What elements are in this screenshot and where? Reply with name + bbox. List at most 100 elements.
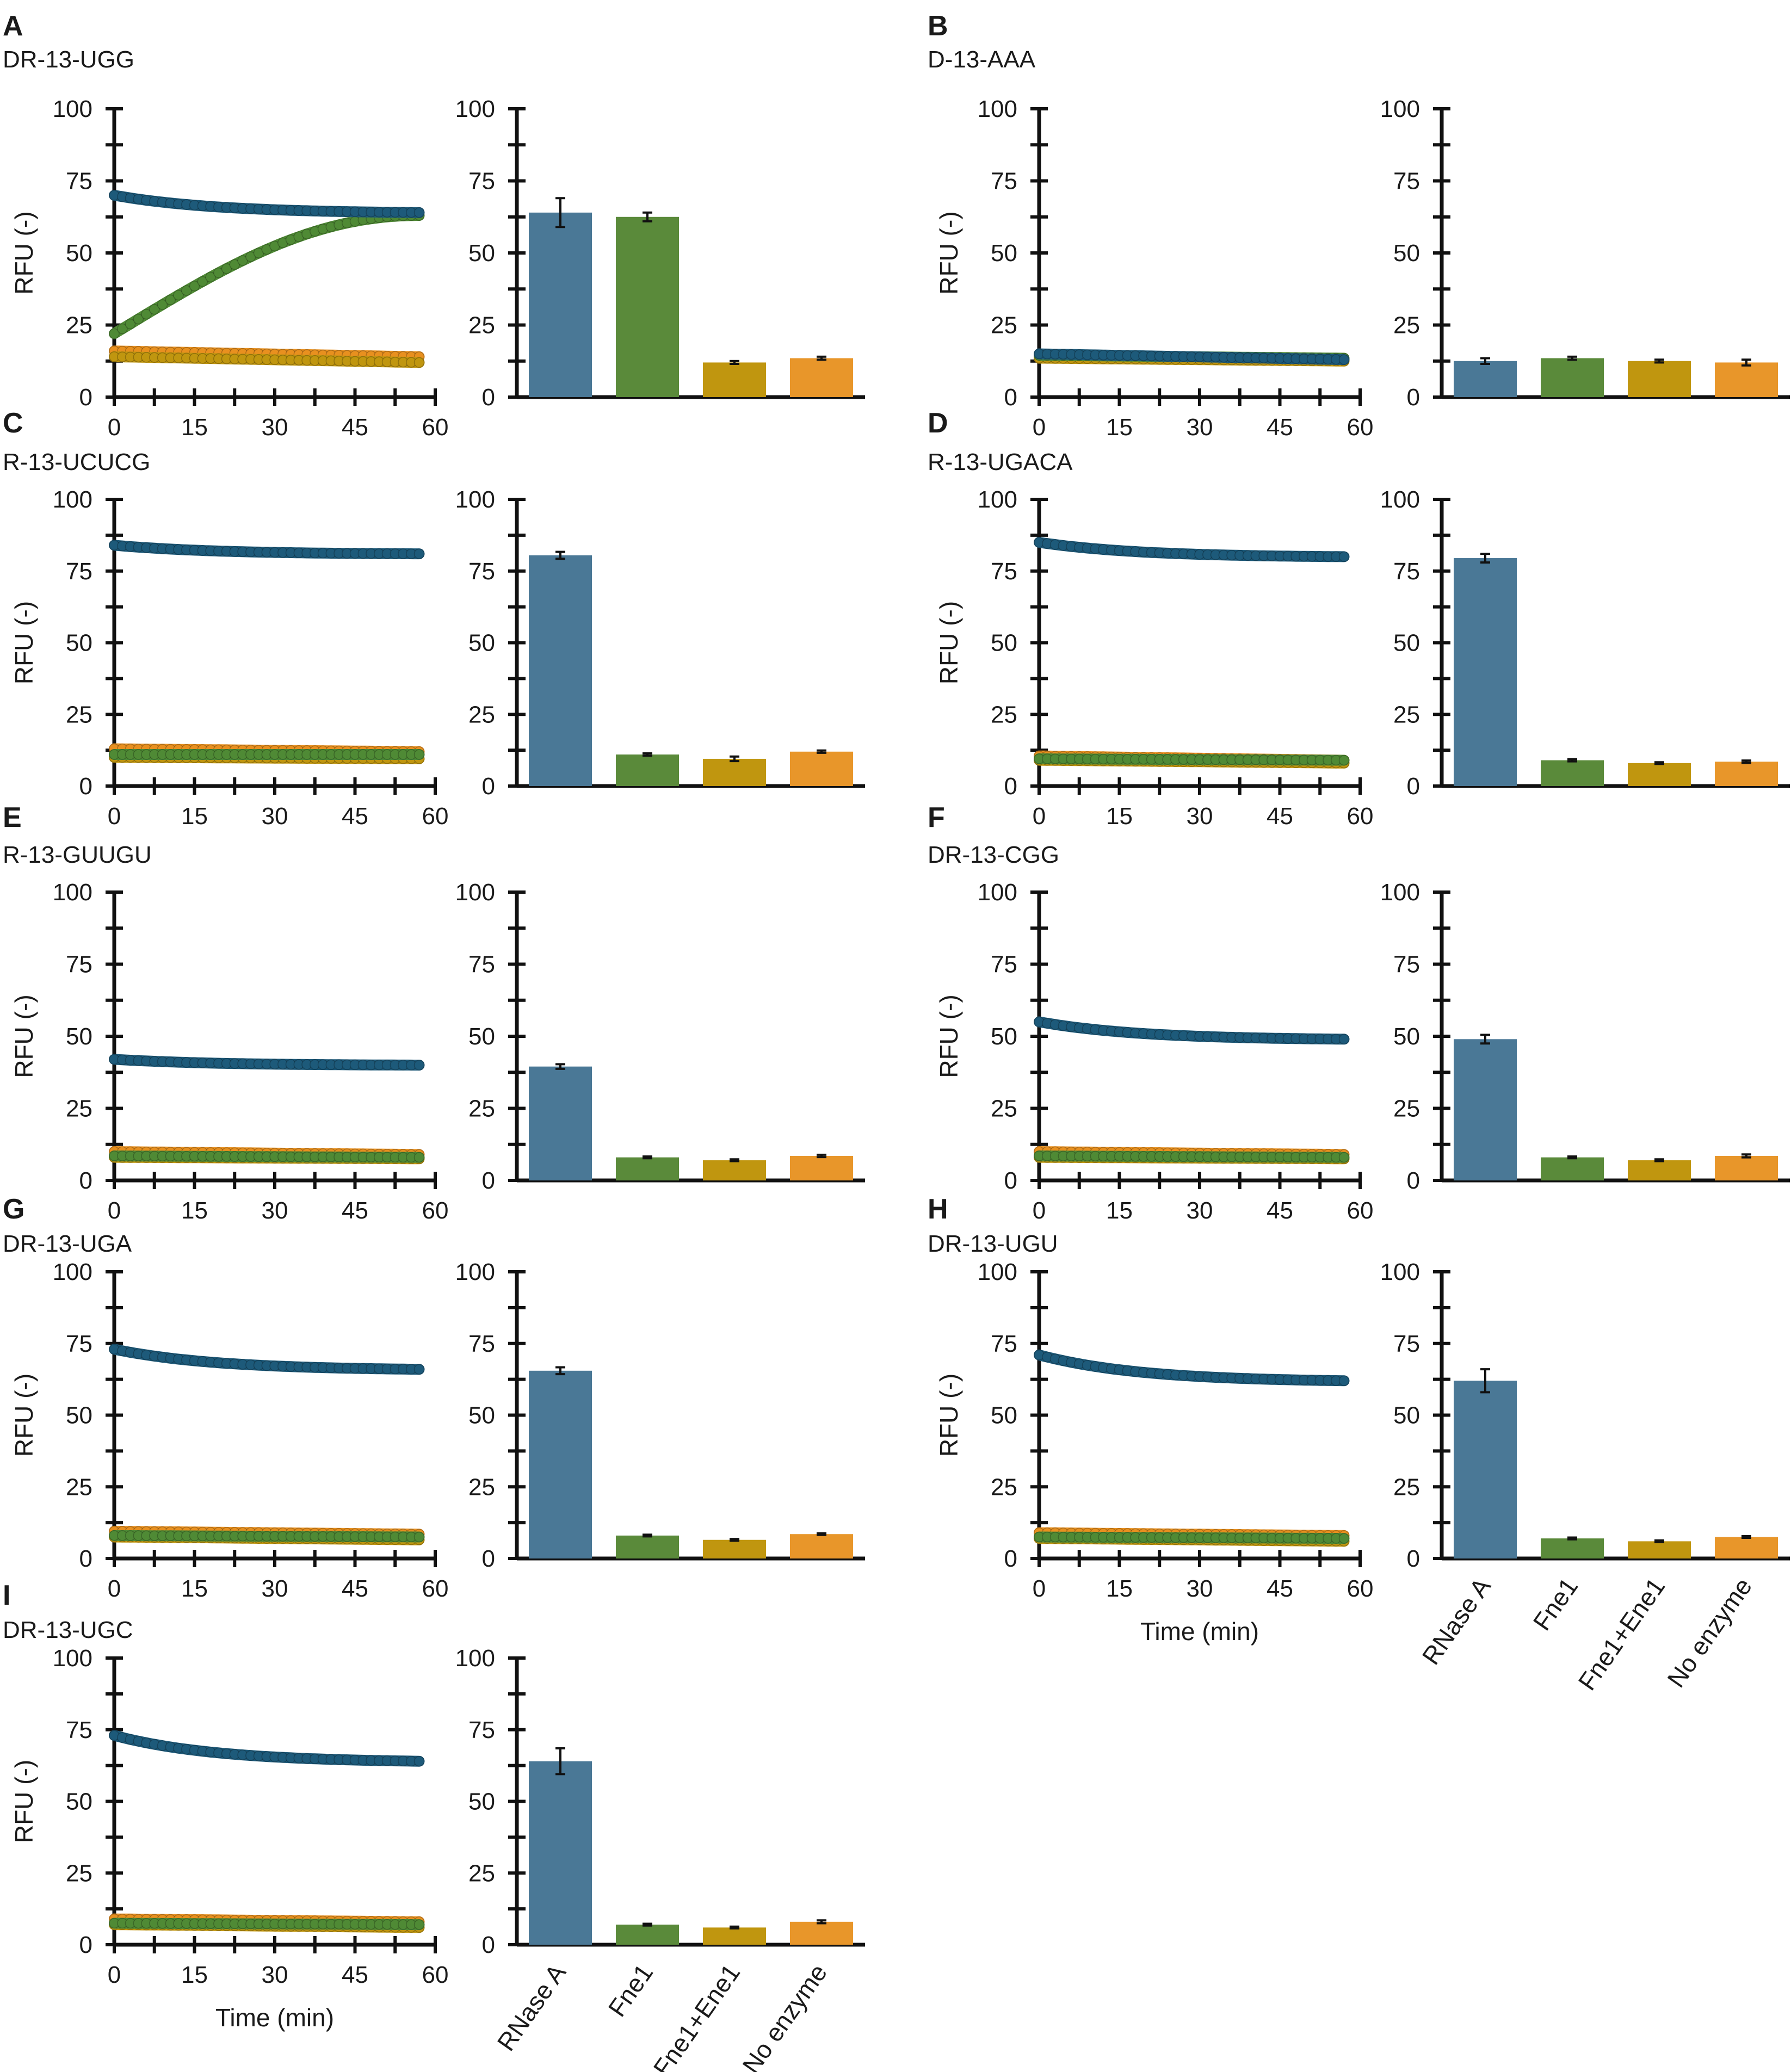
panel-c: C R-13-UCUCG 0 25 50 75 100 0 15 30 45 60 RFU (-) 0 25… bbox=[3, 407, 865, 830]
panel-b: B D-13-AAA 0 25 50 75 100 0 15 30 45 60 RFU (-) 0 25 50… bbox=[928, 10, 1790, 441]
panel-f: F DR-13-CGG 0 25 50 75 100 0 15 30 45 60 RFU (-) 0 25 5… bbox=[928, 802, 1790, 1224]
y-tick-label: 75 bbox=[66, 558, 92, 585]
x-tick-label: 45 bbox=[1267, 1197, 1293, 1224]
y-tick-label: 75 bbox=[468, 1717, 495, 1743]
y-tick-label: 50 bbox=[1393, 240, 1420, 267]
x-tick-label: 60 bbox=[422, 1575, 449, 1602]
bar-no-enzyme bbox=[790, 1921, 853, 1945]
data-point bbox=[133, 313, 144, 325]
y-tick-label: 0 bbox=[79, 384, 92, 411]
x-tick-label: 30 bbox=[262, 1197, 288, 1224]
data-point bbox=[413, 1531, 425, 1543]
y-tick-label: 50 bbox=[66, 630, 92, 657]
x-tick-label: 60 bbox=[1347, 1197, 1374, 1224]
y-tick-label: 75 bbox=[991, 1331, 1017, 1357]
y-tick-label: 50 bbox=[991, 1402, 1017, 1429]
bar-fne1 bbox=[616, 1535, 679, 1558]
data-point bbox=[1338, 551, 1350, 562]
y-tick-label: 0 bbox=[482, 773, 495, 800]
y-tick-label: 25 bbox=[66, 701, 92, 728]
data-point bbox=[1338, 754, 1350, 766]
y-tick-label: 25 bbox=[66, 1860, 92, 1887]
x-tick-label: 15 bbox=[181, 1197, 208, 1224]
data-point bbox=[141, 308, 152, 320]
bar-fne1 bbox=[1541, 1538, 1604, 1558]
bar-fne1 bbox=[616, 754, 679, 786]
bar-rnase-a bbox=[1454, 1039, 1517, 1180]
y-axis-title: RFU (-) bbox=[10, 1374, 38, 1457]
bar-rnase-a bbox=[529, 555, 592, 786]
data-point bbox=[221, 263, 232, 274]
panel-title: DR-13-UGA bbox=[3, 1230, 132, 1257]
panel-label: E bbox=[3, 802, 22, 833]
series-rnase-a bbox=[1034, 348, 1350, 366]
bar-fne1-ene1 bbox=[703, 758, 766, 786]
y-tick-label: 50 bbox=[66, 240, 92, 267]
series-rnase-a bbox=[109, 1344, 425, 1375]
y-tick-label: 75 bbox=[66, 1331, 92, 1357]
time-course-chart: 0 25 50 75 100 0 15 30 45 60 RFU (-) bbox=[10, 96, 448, 441]
series-fne1-ene1 bbox=[109, 351, 425, 368]
panel-h: H DR-13-UGU 0 25 50 75 100 0 15 30 45 60 RFU (-) 0 25 5… bbox=[928, 1193, 1790, 1602]
y-tick-label: 25 bbox=[66, 1474, 92, 1500]
series-fne1 bbox=[109, 749, 425, 760]
data-point bbox=[413, 357, 425, 368]
data-point bbox=[149, 304, 160, 315]
data-point bbox=[109, 328, 120, 339]
y-tick-label: 25 bbox=[991, 701, 1017, 728]
y-tick-label: 0 bbox=[1004, 1545, 1017, 1572]
y-tick-label: 50 bbox=[66, 1402, 92, 1429]
y-tick-label: 50 bbox=[1393, 630, 1420, 657]
panel-title: R-13-UCUCG bbox=[3, 449, 150, 475]
bar-rnase-a bbox=[1454, 1381, 1517, 1558]
y-tick-label: 100 bbox=[53, 1259, 92, 1285]
bar-fne1 bbox=[1541, 358, 1604, 397]
data-point bbox=[413, 1755, 425, 1767]
bar-rnase-a bbox=[1454, 361, 1517, 397]
data-point bbox=[205, 271, 216, 283]
data-point bbox=[181, 285, 192, 296]
time-course-chart: 0 25 50 75 100 0 15 30 45 60 RFU (-) bbox=[935, 96, 1373, 441]
x-tick-label: 15 bbox=[1106, 414, 1133, 441]
data-point bbox=[413, 1060, 425, 1071]
x-tick-label: 60 bbox=[422, 414, 449, 441]
y-axis-title: RFU (-) bbox=[935, 601, 963, 684]
bar-rnase-a bbox=[529, 1370, 592, 1558]
y-axis-title: RFU (-) bbox=[935, 1374, 963, 1457]
data-point bbox=[413, 1152, 425, 1163]
panel-d: D R-13-UGACA 0 25 50 75 100 0 15 30 45 60 RFU (-) 0 25… bbox=[928, 407, 1790, 830]
x-tick-label: 0 bbox=[108, 1962, 121, 1988]
bar-fne1-ene1 bbox=[703, 1539, 766, 1558]
y-tick-label: 0 bbox=[482, 1932, 495, 1958]
y-tick-label: 0 bbox=[1004, 773, 1017, 800]
x-tick-label: 60 bbox=[1347, 1575, 1374, 1602]
panel-title: DR-13-UGC bbox=[3, 1617, 133, 1643]
panel-label: D bbox=[928, 407, 948, 439]
bar-no-enzyme bbox=[790, 358, 853, 397]
x-tick-label: 15 bbox=[181, 414, 208, 441]
panel-i: I DR-13-UGC 0 25 50 75 100 0 15 30 45 60 RFU (-) 0 25 5… bbox=[3, 1580, 865, 1988]
category-label: No enzyme bbox=[737, 1959, 832, 2072]
y-tick-label: 25 bbox=[468, 1860, 495, 1887]
data-point bbox=[413, 207, 425, 218]
data-point bbox=[213, 267, 224, 279]
bar-rnase-a bbox=[529, 1761, 592, 1945]
y-tick-label: 25 bbox=[1393, 312, 1420, 339]
x-tick-label: 60 bbox=[1347, 414, 1374, 441]
y-tick-label: 50 bbox=[991, 1023, 1017, 1050]
x-axis-title: Time (min) bbox=[215, 2003, 334, 2032]
x-tick-label: 45 bbox=[1267, 803, 1293, 830]
x-tick-label: 15 bbox=[1106, 803, 1133, 830]
y-tick-label: 0 bbox=[79, 1167, 92, 1194]
panel-title: DR-13-UGU bbox=[928, 1230, 1058, 1257]
data-point bbox=[1338, 1152, 1350, 1163]
bar-rnase-a bbox=[529, 1066, 592, 1180]
x-tick-label: 30 bbox=[1187, 803, 1213, 830]
y-tick-label: 75 bbox=[468, 951, 495, 978]
panel-title: D-13-AAA bbox=[928, 46, 1036, 73]
x-tick-label: 15 bbox=[1106, 1575, 1133, 1602]
time-course-chart: 0 25 50 75 100 0 15 30 45 60 RFU (-) bbox=[10, 1645, 448, 1988]
y-tick-label: 25 bbox=[468, 312, 495, 339]
y-tick-label: 25 bbox=[1393, 701, 1420, 728]
